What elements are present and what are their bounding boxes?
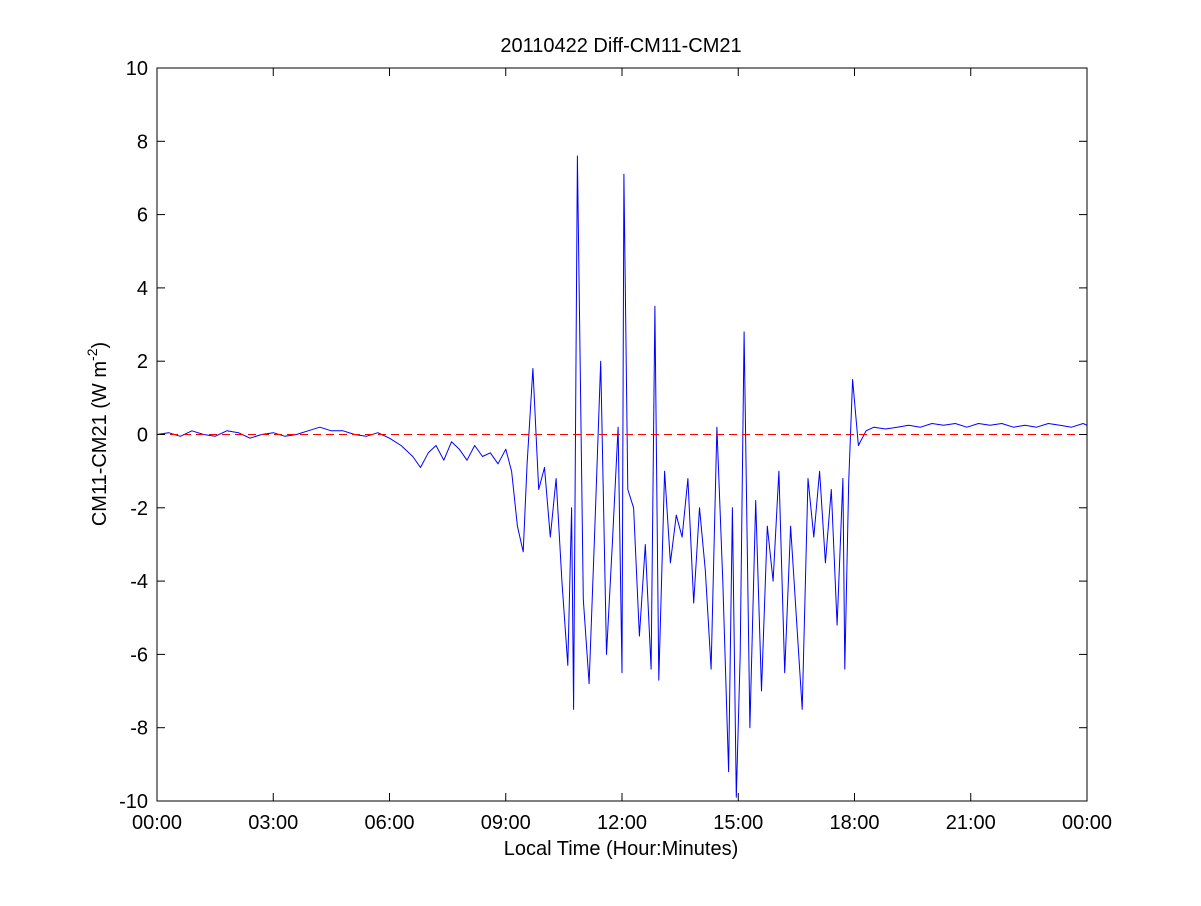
x-tick-label: 09:00 — [481, 812, 531, 834]
y-tick-label: -6 — [130, 644, 148, 666]
y-axis-label: CM11-CM21 (W m-2) — [84, 342, 111, 526]
y-tick-label: -10 — [119, 791, 148, 813]
y-tick-label: 4 — [137, 278, 148, 300]
series-layer — [156, 155, 1088, 798]
y-tick-label: 0 — [137, 425, 148, 447]
y-tick-label: 10 — [126, 58, 148, 80]
x-tick-label: 06:00 — [364, 812, 414, 834]
chart-title: 20110422 Diff-CM11-CM21 — [500, 35, 741, 57]
x-tick-label: 00:00 — [132, 812, 182, 834]
y-tick-label: 2 — [137, 351, 148, 373]
y-tick-label: 8 — [137, 131, 148, 153]
x-tick-label: 18:00 — [829, 812, 879, 834]
y-tick-label: -4 — [130, 571, 148, 593]
y-axis-label-sup: -2 — [84, 348, 100, 361]
x-tick-label: 12:00 — [597, 812, 647, 834]
x-tick-label: 21:00 — [946, 812, 996, 834]
y-axis-label-main: CM11-CM21 (W m — [89, 361, 111, 526]
y-axis-label-close: ) — [89, 342, 111, 349]
y-tick-label: -2 — [130, 498, 148, 520]
x-tick-label: 03:00 — [248, 812, 298, 834]
x-tick-label: 00:00 — [1062, 812, 1112, 834]
y-tick-label: -8 — [130, 718, 148, 740]
y-tick-label: 6 — [137, 205, 148, 227]
x-axis-label: Local Time (Hour:Minutes) — [504, 838, 739, 860]
x-axis-ticks: 00:00 03:00 06:00 09:00 12:00 15:00 18:00 21:00… — [132, 68, 1112, 834]
y-axis-ticks: 10 8 6 4 2 0 -2 -4 -6 -8 -10 — [119, 58, 1087, 813]
x-tick-label: 15:00 — [713, 812, 763, 834]
series-line-0 — [156, 155, 1088, 798]
